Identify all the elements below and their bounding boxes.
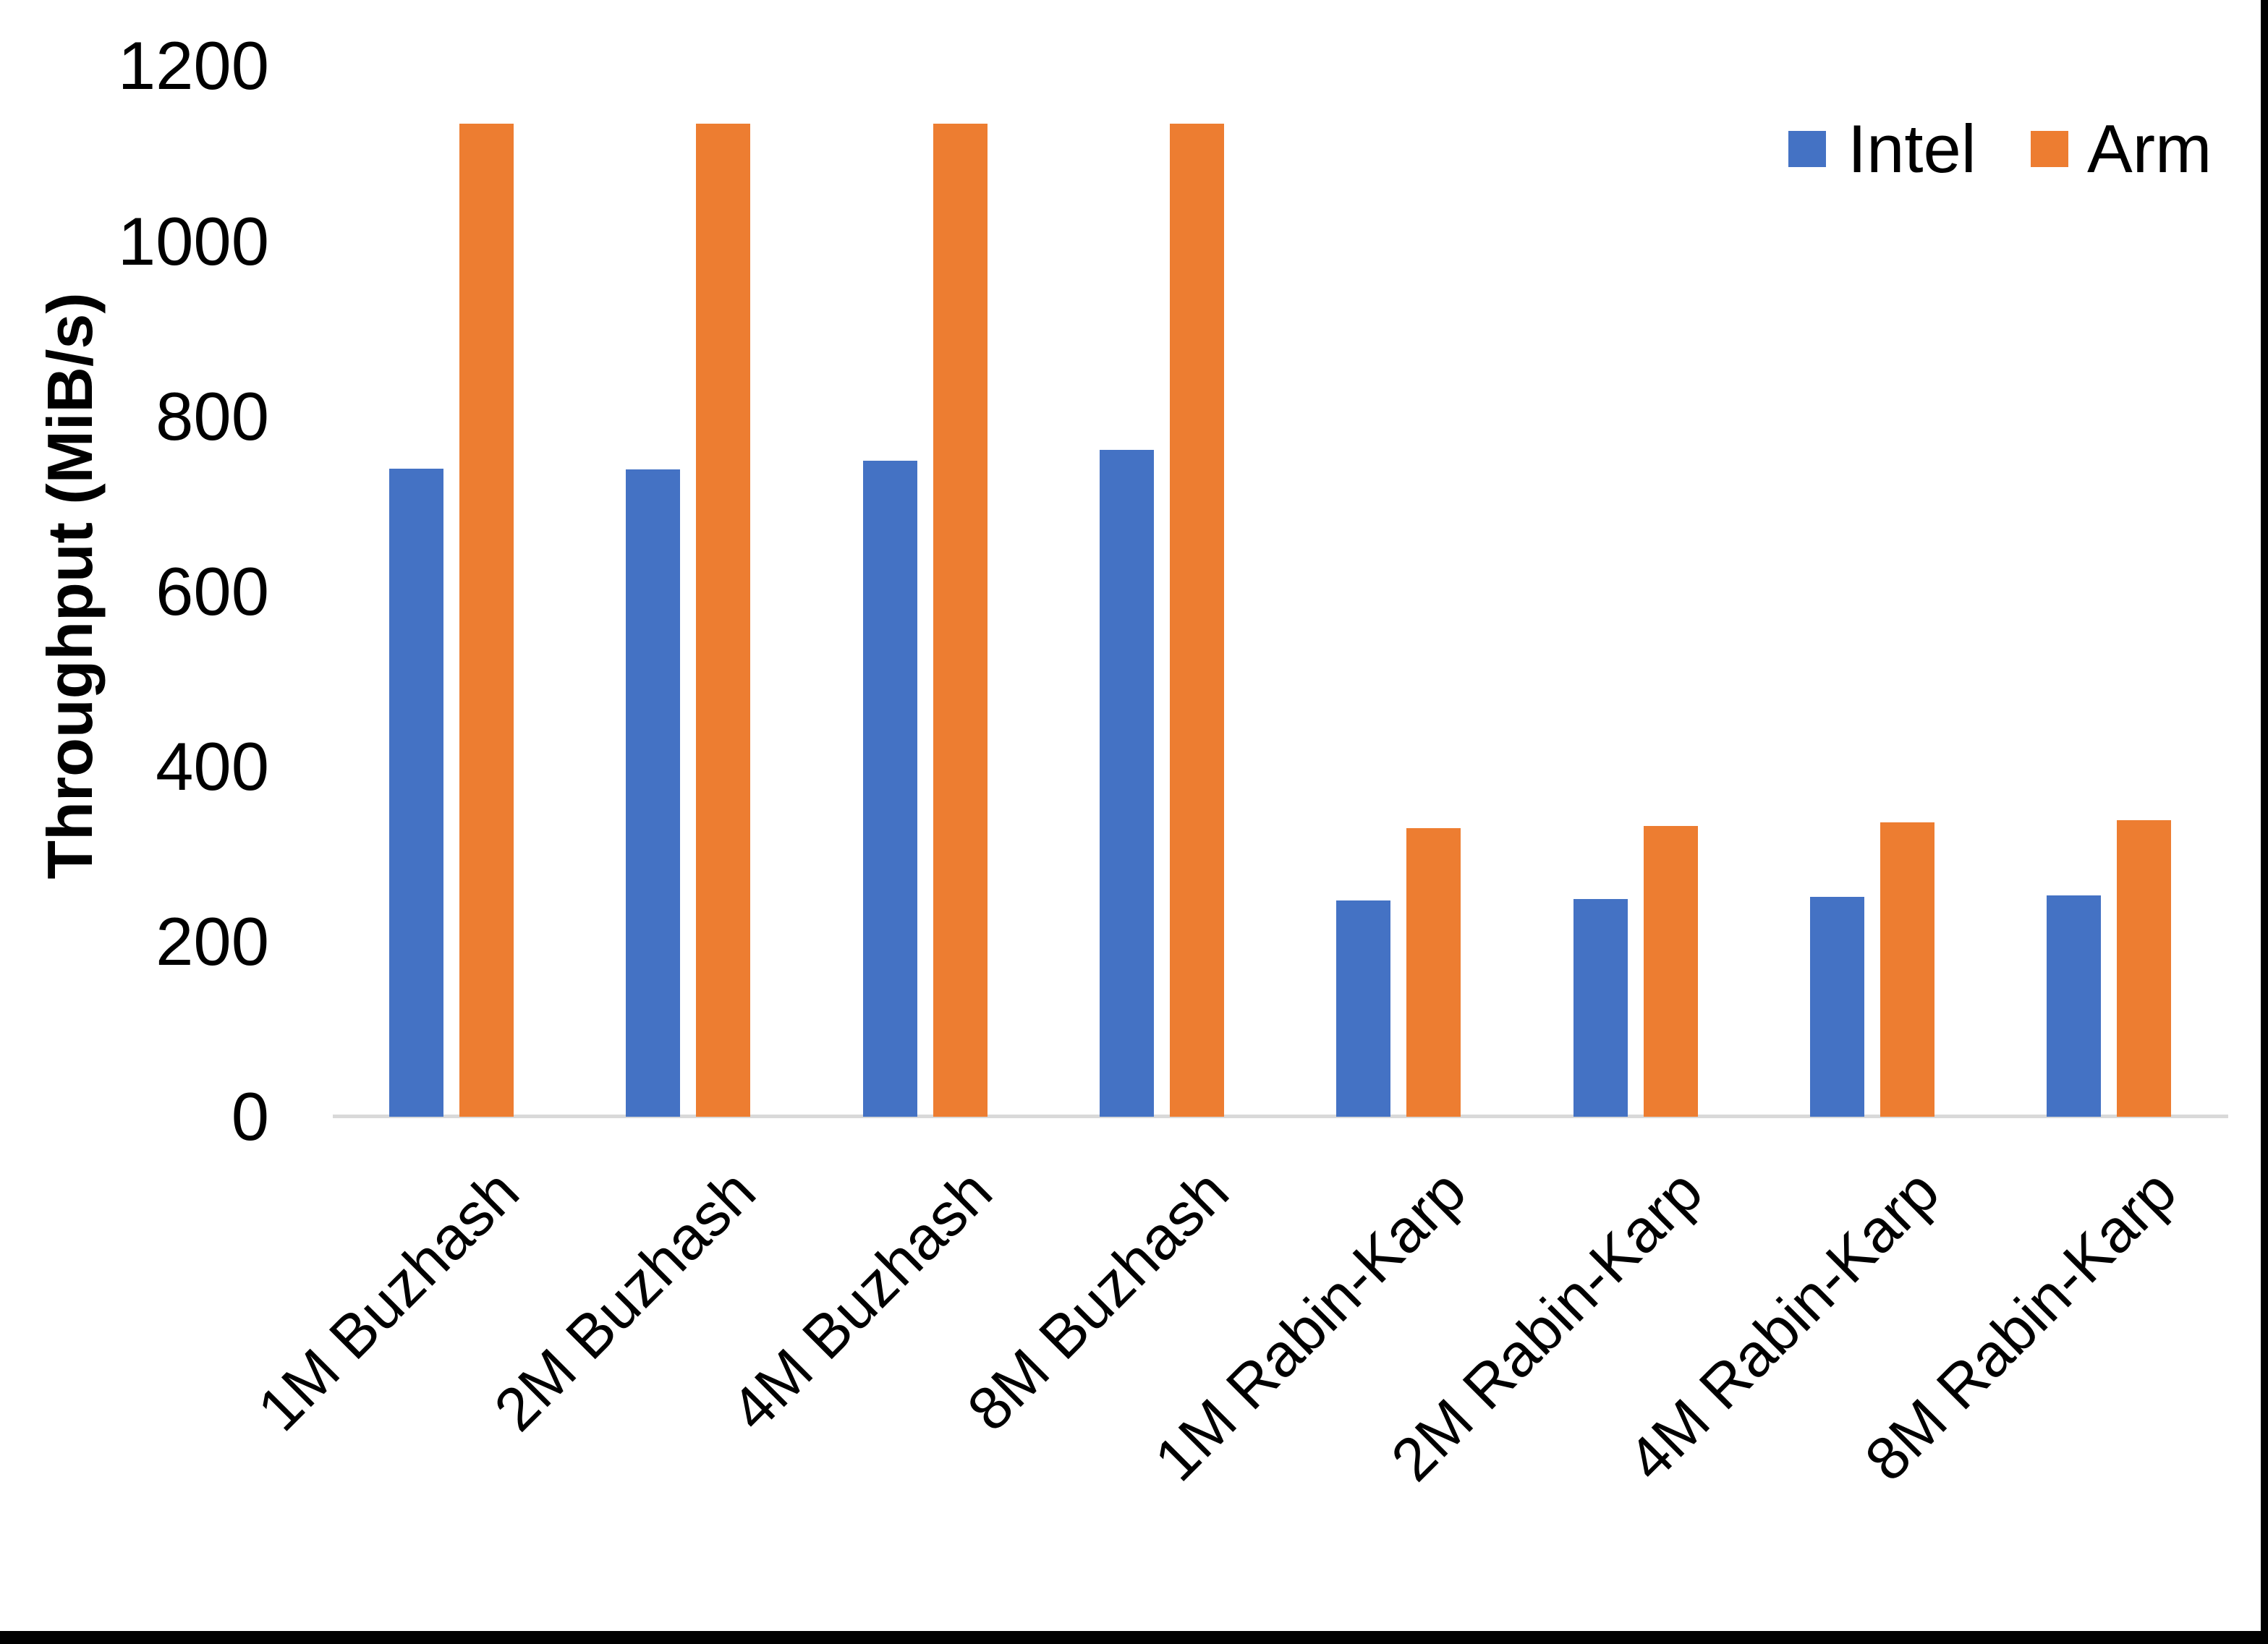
y-tick-label-400: 400 — [156, 728, 269, 804]
legend-label-arm: Arm — [2087, 111, 2212, 187]
y-tick-label-1200: 1200 — [117, 27, 269, 104]
bar-arm-4m-rabin-karp — [1880, 822, 1934, 1117]
bar-intel-4m-buzhash — [862, 461, 917, 1117]
x-category-label-4m-rabin-karp: 4M Rabin-Karp — [1615, 1157, 1953, 1494]
bar-intel-2m-rabin-karp — [1573, 898, 1628, 1117]
x-category-label-1m-buzhash: 1M Buzhash — [244, 1157, 532, 1444]
bar-arm-1m-buzhash — [459, 124, 514, 1117]
bar-intel-8m-buzhash — [1099, 449, 1154, 1117]
x-category-label-8m-rabin-karp: 8M Rabin-Karp — [1851, 1157, 2189, 1494]
bar-arm-2m-rabin-karp — [1643, 826, 1698, 1117]
legend-swatch-intel — [1788, 131, 1826, 167]
bottom-border-bar — [0, 1631, 2268, 1644]
y-tick-label-600: 600 — [156, 553, 269, 629]
bar-intel-1m-rabin-karp — [1336, 900, 1391, 1117]
bar-arm-8m-rabin-karp — [2117, 819, 2172, 1117]
y-tick-label-200: 200 — [156, 903, 269, 979]
x-category-label-2m-buzhash: 2M Buzhash — [480, 1157, 768, 1444]
legend-swatch-arm — [2031, 131, 2068, 167]
y-tick-label-1000: 1000 — [117, 203, 269, 279]
x-category-label-1m-rabin-karp: 1M Rabin-Karp — [1141, 1157, 1479, 1494]
bar-arm-2m-buzhash — [696, 124, 751, 1117]
bar-intel-4m-rabin-karp — [1809, 897, 1864, 1117]
bar-arm-1m-rabin-karp — [1406, 827, 1461, 1117]
x-category-label-2m-rabin-karp: 2M Rabin-Karp — [1377, 1157, 1715, 1494]
bar-arm-8m-buzhash — [1169, 124, 1224, 1117]
x-category-label-8m-buzhash: 8M Buzhash — [954, 1157, 1242, 1444]
legend-label-intel: Intel — [1848, 111, 1976, 187]
bar-intel-1m-buzhash — [389, 469, 443, 1117]
y-tick-label-0: 0 — [231, 1078, 269, 1154]
x-category-label-4m-buzhash: 4M Buzhash — [718, 1157, 1005, 1444]
x-axis-line — [333, 1115, 2228, 1118]
bar-intel-8m-rabin-karp — [2047, 895, 2102, 1117]
y-tick-label-800: 800 — [156, 378, 269, 454]
bar-intel-2m-buzhash — [626, 469, 681, 1117]
bar-arm-4m-buzhash — [933, 124, 988, 1117]
right-border-bar — [2261, 0, 2268, 1644]
